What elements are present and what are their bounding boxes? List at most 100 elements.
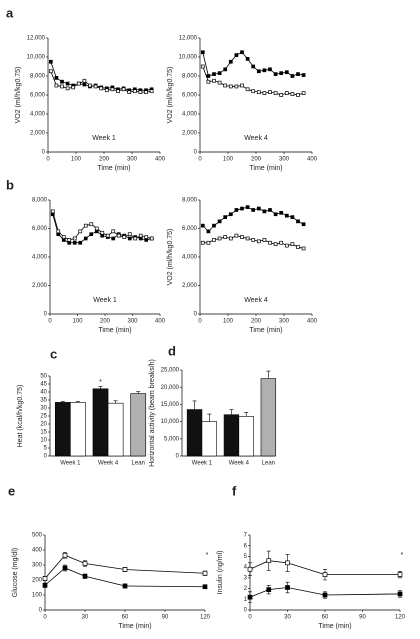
error-bar [136,391,141,394]
bar [223,414,240,457]
week-note: Week 4 [244,135,268,142]
data-point [83,223,88,228]
data-point [245,205,250,209]
data-point [268,67,272,72]
data-point [71,85,76,90]
data-point [206,229,211,234]
y-tick-label: 0 [194,150,198,156]
data-point [256,90,261,95]
data-point [262,91,267,95]
data-point [60,84,64,89]
data-point [104,88,109,93]
bar [201,421,217,457]
data-point [200,240,205,245]
data-point [290,92,295,96]
x-tick-label: 120 [200,615,211,621]
data-point [279,240,284,245]
y-tick-label: 1 [244,597,248,603]
data-point [223,67,228,72]
data-point [89,232,94,237]
y-tick-label: 100 [32,593,43,599]
week-note: Week 1 [93,297,117,304]
x-axis-label: Time (min) [318,623,351,630]
data-point [268,208,272,212]
y-axis-label: VO2 (ml/h/kg0.75) [167,67,174,124]
data-point [202,584,208,590]
y-tick-label: 6,000 [182,226,198,232]
x-tick-label: 90 [359,615,366,621]
y-tick-label: 15,000 [161,402,180,408]
data-point [279,71,284,76]
y-tick-label: 6,000 [32,226,48,232]
data-point [240,83,244,88]
data-point [54,83,59,88]
data-point [251,64,256,69]
x-tick-label: 100 [71,157,82,163]
data-point [212,238,216,242]
x-tick-label: 0 [248,615,252,621]
x-tick-label: 0 [198,157,202,163]
x-tick-label: 200 [251,319,262,325]
data-point [228,212,233,217]
data-point [132,89,137,94]
data-point [82,573,88,579]
y-tick-label: 35 [40,398,47,404]
data-point [50,209,55,214]
x-tick-label: 300 [127,157,138,163]
y-tick-label: 4,000 [182,255,198,261]
data-point [245,87,250,92]
data-point [48,59,53,64]
data-point [116,233,121,238]
data-point [240,50,244,55]
panel-label: a [6,5,14,20]
x-tick-label: 200 [100,319,111,325]
data-point [284,91,289,95]
y-tick-label: 2,000 [182,131,198,137]
data-point [273,91,278,95]
x-tick-label: 100 [72,319,83,325]
data-point [89,222,94,227]
data-point [111,229,116,234]
data-point [83,236,88,241]
y-tick-label: 4 [244,565,248,571]
x-axis-label: Time (min) [97,165,130,172]
data-point [127,90,132,95]
data-point [62,552,68,558]
data-point [228,84,233,89]
data-point [94,226,99,231]
data-point [290,242,295,247]
x-tick-label: 0 [43,615,47,621]
x-tick-label: Week 1 [60,461,81,467]
data-point [301,73,306,77]
data-point [247,566,253,572]
data-point [256,206,261,211]
y-tick-label: 5,000 [164,436,180,442]
x-axis-label: Time (min) [118,623,151,630]
data-point [122,235,127,239]
x-tick-label: 400 [307,319,318,325]
data-point [256,69,261,74]
data-point [284,243,289,248]
y-tick-label: 6 [244,543,248,549]
data-point [122,567,128,572]
y-tick-label: 4,000 [30,112,46,118]
x-tick-label: 400 [155,319,166,325]
x-tick-label: 60 [122,615,129,621]
panel-label: b [6,177,14,192]
data-point [251,238,256,242]
y-tick-label: 2,000 [182,283,198,289]
error-bar [207,413,212,422]
x-tick-label: 0 [46,157,50,163]
bar [54,402,71,457]
y-tick-label: 0 [44,312,48,318]
data-point [72,240,77,245]
data-point [284,70,289,75]
x-axis-label: Time (min) [249,165,282,172]
x-tick-label: 60 [322,615,329,621]
y-tick-label: 4,000 [32,255,48,261]
data-point [397,591,403,597]
data-point [206,240,211,245]
data-point [296,93,300,97]
data-point [217,236,222,241]
panel-label: e [8,483,15,498]
